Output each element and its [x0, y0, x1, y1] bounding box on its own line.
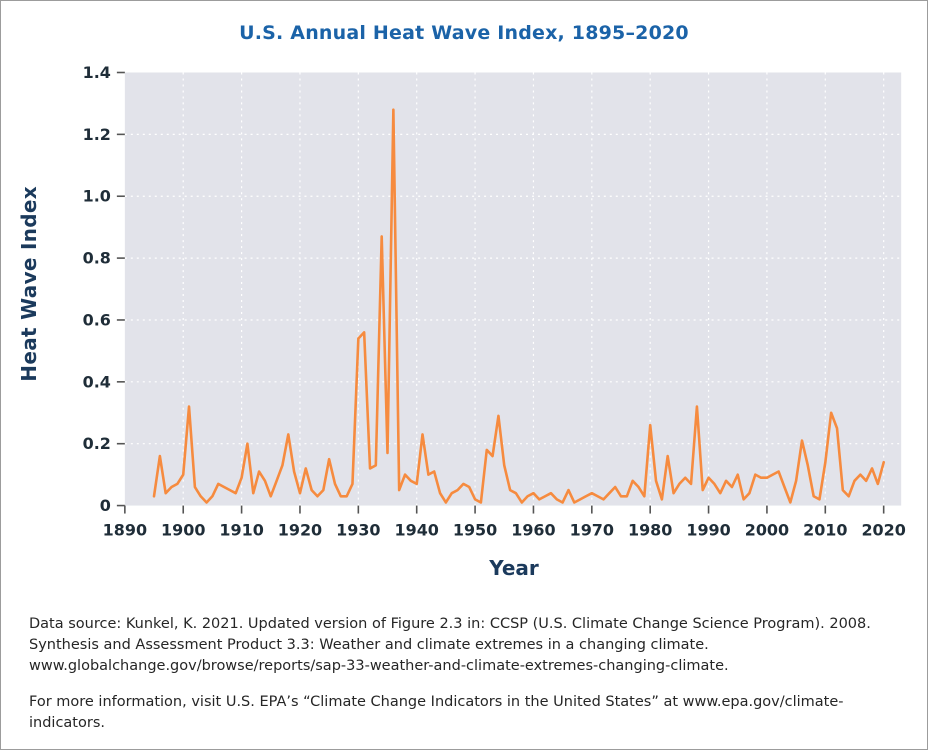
- y-tick-label: 0.2: [82, 434, 110, 453]
- x-tick-label: 1960: [511, 521, 555, 540]
- y-tick-label: 0.6: [82, 310, 110, 329]
- data-source-text: Data source: Kunkel, K. 2021. Updated ve…: [29, 616, 871, 675]
- x-tick-label: 1970: [569, 521, 613, 540]
- footer: Data source: Kunkel, K. 2021. Updated ve…: [29, 614, 899, 734]
- y-tick-label: 0: [100, 496, 111, 515]
- x-tick-label: 1950: [453, 521, 497, 540]
- heat-wave-index-series: [152, 108, 885, 504]
- x-tick-label: 1890: [103, 521, 147, 540]
- x-tick-label: 1920: [278, 521, 322, 540]
- chart-area: Heat Wave Index 0 0.2 0.4 0.6 0.8 1.0 1.2 1.4 18…: [1, 54, 927, 554]
- y-axis-label: Heat Wave Index: [16, 186, 41, 382]
- plot-area: [124, 72, 902, 506]
- y-tick-label: 1.4: [82, 63, 110, 82]
- x-axis-label: Year: [489, 556, 539, 580]
- x-tick-label: 1930: [336, 521, 380, 540]
- x-tick-label: 2020: [861, 521, 905, 540]
- heat-wave-line-chart: 0 0.2 0.4 0.6 0.8 1.0 1.2 1.4 1890 1900 1910 1920 19…: [82, 63, 905, 540]
- y-axis-label-container: Heat Wave Index: [1, 54, 57, 554]
- x-tick-label: 2000: [745, 521, 789, 540]
- y-tick-label: 0.4: [82, 372, 110, 391]
- more-info-text: For more information, visit U.S. EPA’s “…: [29, 694, 844, 732]
- x-tick-label: 1910: [219, 521, 263, 540]
- chart-title: U.S. Annual Heat Wave Index, 1895–2020: [239, 22, 689, 44]
- x-tick-label: 2010: [803, 521, 847, 540]
- x-tick-label: 1940: [394, 521, 438, 540]
- y-tick-label: 1.0: [82, 187, 110, 206]
- x-tick-label: 1900: [161, 521, 205, 540]
- x-tick-label: 1990: [686, 521, 730, 540]
- x-tick-label: 1980: [628, 521, 672, 540]
- y-tick-label: 1.2: [82, 125, 110, 144]
- y-tick-label: 0.8: [82, 249, 110, 268]
